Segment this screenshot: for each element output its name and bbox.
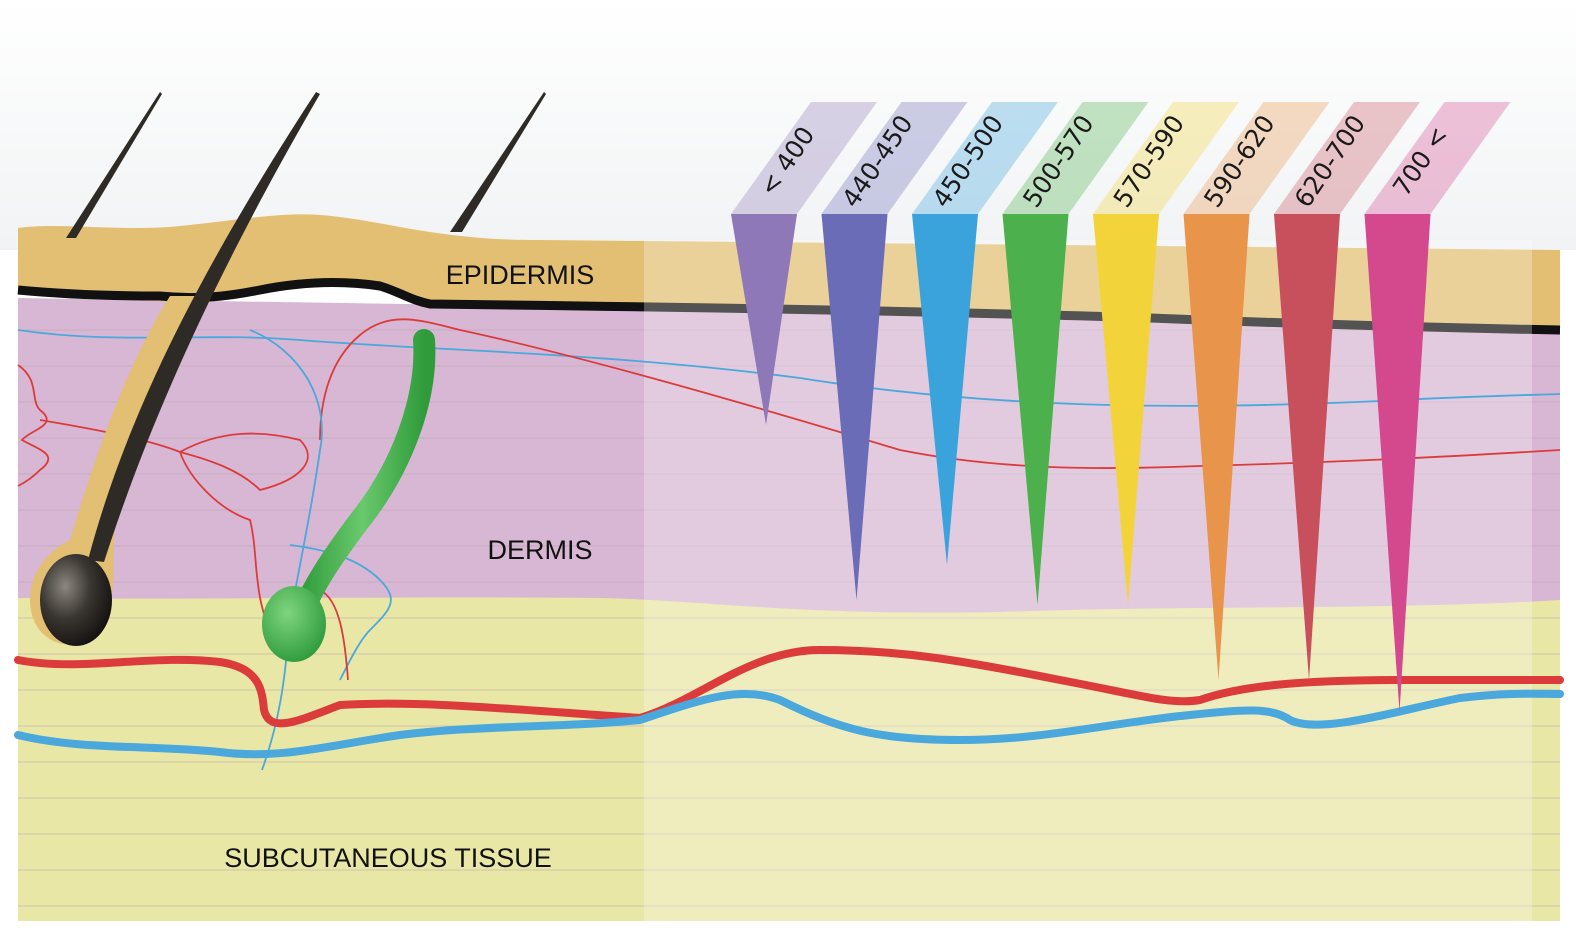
penetration-wedge [912, 214, 978, 565]
wavelength-banner [912, 102, 1058, 214]
penetration-wedge [1364, 214, 1431, 712]
hairs [30, 92, 546, 646]
vein [14, 689, 1564, 759]
dermal-artery-left [17, 364, 50, 487]
wavelength-banner [1274, 102, 1420, 214]
dermal-artery-branch [39, 419, 309, 651]
subcutaneous-label: SUBCUTANEOUS TISSUE [224, 843, 552, 873]
sweat-gland [262, 329, 436, 662]
artery [14, 645, 1564, 728]
penetration-wedge [1183, 214, 1250, 680]
hair-shaft-1 [66, 92, 162, 238]
sweat-gland-coil [262, 586, 326, 662]
subcutaneous-vessels [14, 645, 1564, 759]
dermal-vein-descending [249, 329, 323, 771]
wavelength-band: < 400 [731, 102, 877, 425]
epidermis-label: EPIDERMIS [446, 260, 595, 290]
penetration-wedge [1274, 214, 1340, 680]
penetration-wedge [731, 214, 797, 425]
wavelength-banner [1364, 102, 1511, 214]
wavelength-banner [1093, 102, 1239, 214]
hair-bulb [40, 554, 112, 646]
background-sky [0, 0, 1576, 250]
epidermis-layer [18, 214, 1560, 330]
wavelength-banner [1002, 102, 1149, 214]
sweat-gland-duct [289, 329, 436, 631]
penetration-wedge [1002, 214, 1069, 605]
dermal-artery-loop [319, 589, 349, 681]
wavelength-banner [731, 102, 877, 214]
dermis-layer [18, 298, 1560, 613]
hair-shaft-2 [88, 92, 320, 562]
wavelength-banner [821, 102, 968, 214]
penetration-wedge [1093, 214, 1159, 605]
hair-shaft-3 [450, 92, 546, 232]
wavelength-banner [1183, 102, 1330, 214]
penetration-wedge [821, 214, 888, 600]
dermis-label: DERMIS [487, 535, 592, 565]
